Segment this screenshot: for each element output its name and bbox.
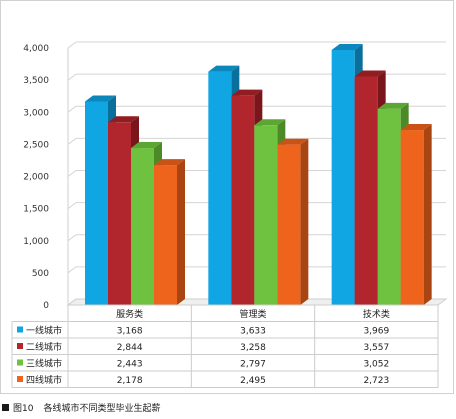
data-label: 2,443 xyxy=(117,360,143,370)
bar-top xyxy=(231,89,263,96)
y-tick-label: 2,500 xyxy=(23,140,49,150)
bar xyxy=(400,130,424,305)
legend-swatch xyxy=(17,376,23,382)
data-label: 3,168 xyxy=(117,327,143,337)
bar xyxy=(277,144,301,305)
bar xyxy=(331,49,355,306)
bar-top xyxy=(331,43,363,50)
bar-side xyxy=(177,159,185,305)
bar xyxy=(85,101,108,306)
gridline-depth xyxy=(67,41,77,49)
figure-number: 图10 xyxy=(13,404,34,414)
data-label: 3,969 xyxy=(363,327,389,337)
legend-label: 四线城市 xyxy=(26,374,62,386)
category-label: 技术类 xyxy=(363,308,390,320)
bar xyxy=(131,148,154,305)
data-label: 3,258 xyxy=(240,343,266,353)
gridline-depth xyxy=(67,202,77,210)
y-tick-label: 1,500 xyxy=(23,205,49,215)
gridline-depth xyxy=(67,170,77,177)
data-label: 3,052 xyxy=(363,360,389,370)
bar-top xyxy=(400,124,432,131)
data-label: 2,178 xyxy=(117,376,143,386)
bar-side xyxy=(423,124,432,306)
data-label: 2,844 xyxy=(117,343,143,353)
category-label: 服务类 xyxy=(116,308,143,320)
y-tick-label: 500 xyxy=(32,269,49,279)
legend-label: 二线城市 xyxy=(26,341,62,353)
bar xyxy=(231,95,255,306)
y-tick-label: 2,000 xyxy=(23,173,49,183)
data-label: 2,723 xyxy=(363,376,389,386)
gridline-depth xyxy=(67,234,77,242)
gridline-depth xyxy=(67,137,77,145)
legend-swatch xyxy=(17,343,23,349)
bar xyxy=(254,125,278,305)
bar-top xyxy=(354,70,386,77)
bar xyxy=(377,108,401,305)
bar-top xyxy=(377,102,409,109)
caption-square-icon xyxy=(2,404,9,411)
bar xyxy=(108,122,131,305)
legend-label: 三线城市 xyxy=(26,358,62,370)
bar xyxy=(154,165,177,305)
bar-top xyxy=(131,142,162,149)
gridline-depth xyxy=(67,105,77,113)
y-tick-label: 3,000 xyxy=(23,108,49,118)
y-tick-label: 4,000 xyxy=(23,44,49,54)
bar-top xyxy=(85,95,116,102)
bar-side xyxy=(300,138,309,305)
data-label: 2,495 xyxy=(240,376,266,386)
legend-swatch xyxy=(17,326,23,333)
bar xyxy=(354,76,378,305)
data-label: 2,797 xyxy=(240,360,266,370)
bar-top xyxy=(208,65,240,72)
bar-top xyxy=(154,159,185,166)
gridline-depth xyxy=(67,73,77,81)
bar-top xyxy=(108,116,139,123)
figure-title: 各线城市不同类型毕业生起薪 xyxy=(43,404,161,414)
bar-top xyxy=(254,119,286,126)
bar-top xyxy=(277,138,309,145)
category-label: 管理类 xyxy=(239,308,266,320)
y-tick-label: 1,000 xyxy=(23,237,49,247)
chart-frame xyxy=(0,0,454,394)
data-label: 3,557 xyxy=(363,343,389,353)
gridline-depth xyxy=(67,266,77,274)
y-tick-label: 0 xyxy=(43,301,49,311)
y-tick-label: 3,500 xyxy=(23,76,49,86)
figure-caption: 图10 各线城市不同类型毕业生起薪 xyxy=(2,401,160,414)
bar xyxy=(208,71,232,306)
data-label: 3,633 xyxy=(240,327,266,337)
legend-label: 一线城市 xyxy=(26,325,62,337)
legend-swatch xyxy=(17,359,23,366)
